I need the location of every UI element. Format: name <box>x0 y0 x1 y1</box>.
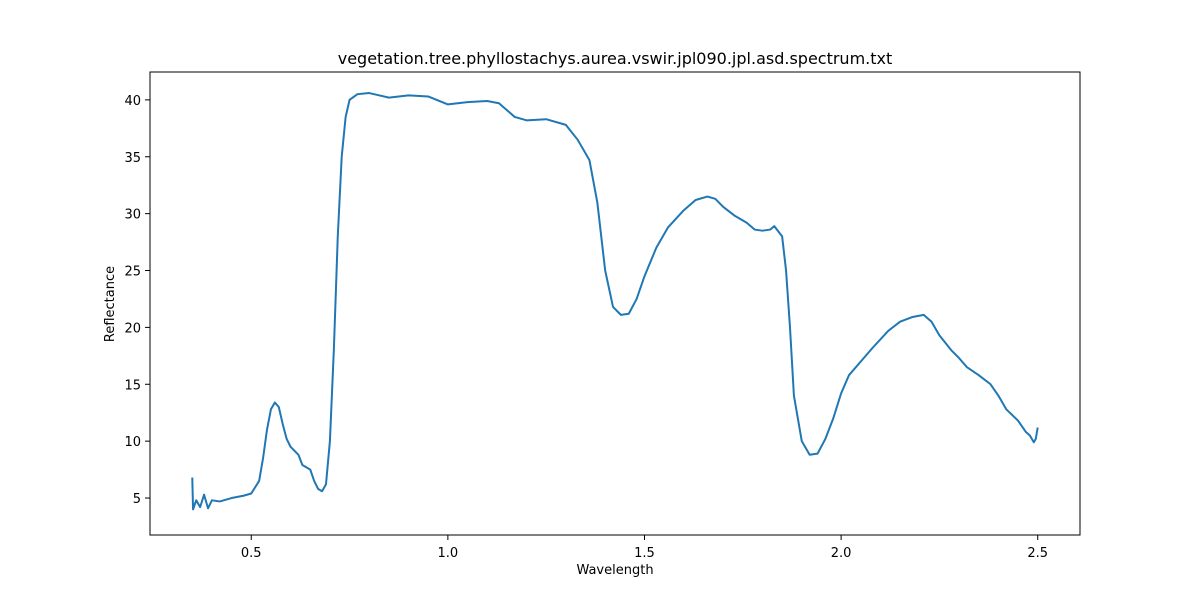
data-line <box>191 92 1039 511</box>
plot-frame <box>149 71 1081 536</box>
y-axis-label: Reflectance <box>103 266 118 342</box>
x-tick-label: 2.5 <box>1027 546 1048 561</box>
y-tick-label: 30 <box>124 208 141 223</box>
chart-title: vegetation.tree.phyllostachys.aurea.vswi… <box>338 49 893 68</box>
x-axis-label: Wavelength <box>576 563 653 578</box>
y-tick-label: 35 <box>124 151 141 166</box>
y-tick-label: 40 <box>124 94 141 109</box>
y-tick-label: 10 <box>124 435 141 450</box>
x-tick-label: 0.5 <box>241 546 262 561</box>
y-tick-label: 20 <box>124 321 141 336</box>
y-tick-label: 15 <box>124 378 141 393</box>
y-tick-label: 5 <box>133 492 141 507</box>
y-tick-label: 25 <box>124 265 141 280</box>
x-tick-label: 2.0 <box>831 546 852 561</box>
x-tick-label: 1.0 <box>438 546 459 561</box>
x-tick-label: 1.5 <box>634 546 655 561</box>
